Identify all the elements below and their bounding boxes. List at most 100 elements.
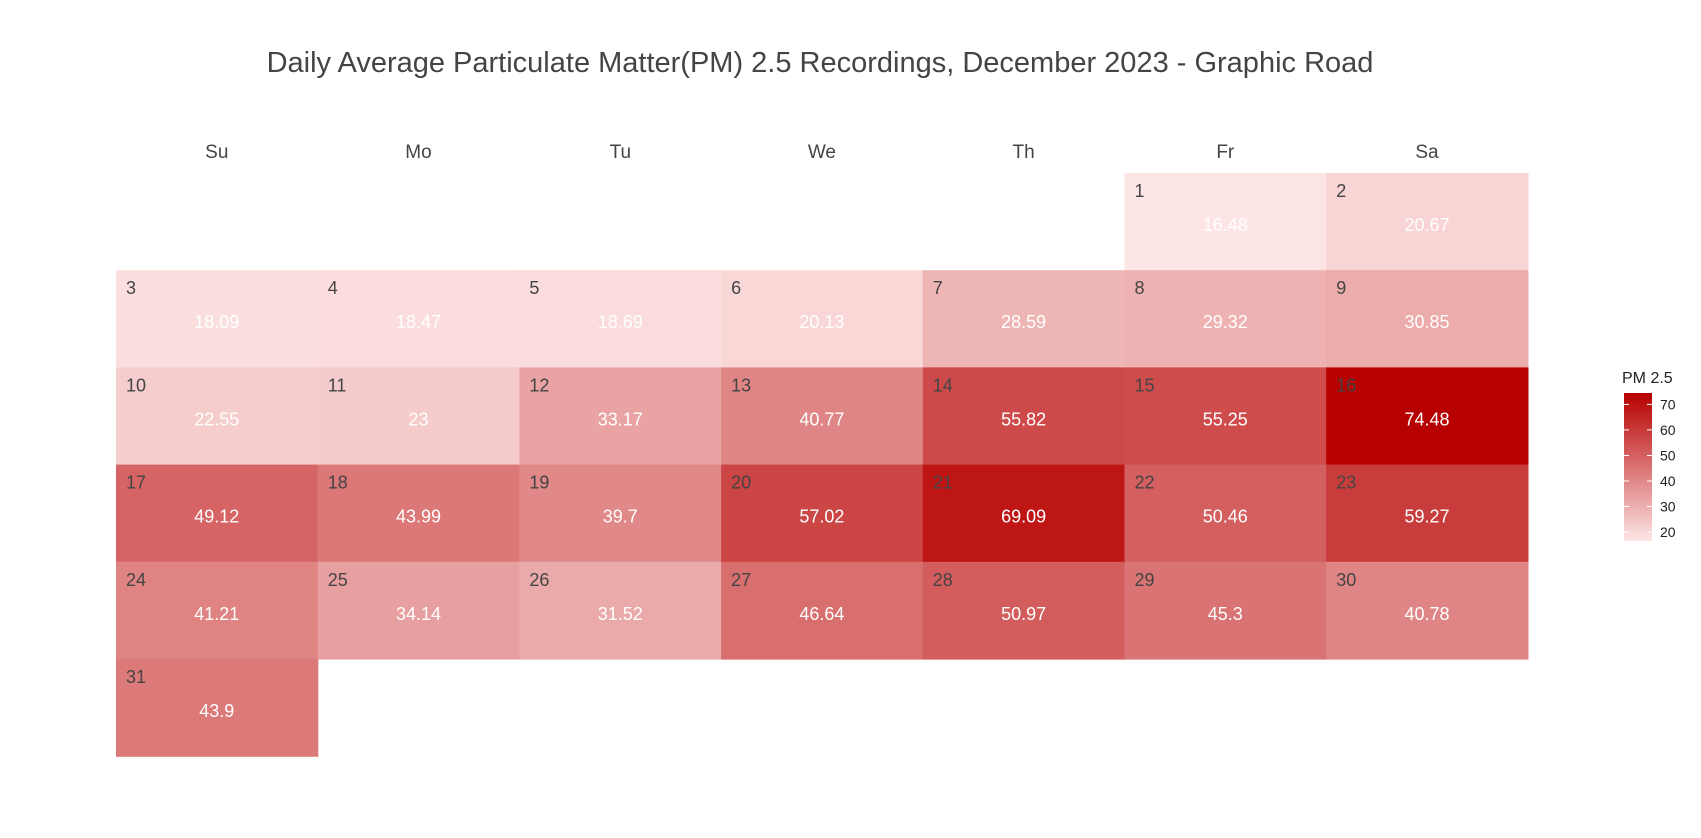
day-cell: 21 69.09 [922,464,1126,563]
day-cell-fill [1326,561,1529,660]
day-value-label: 43.99 [396,507,441,527]
day-cell: 16 74.48 [1326,367,1529,466]
day-cell: 12 33.17 [519,367,722,466]
day-cell-fill [1124,367,1327,466]
day-value-label: 69.09 [1001,507,1046,527]
weekday-label: Su [205,142,228,163]
day-cell-fill [1124,270,1327,368]
day-cell: 15 55.25 [1124,367,1327,466]
weekday-label: Tu [610,142,631,163]
day-cell-fill [116,659,319,757]
day-cell: 220.67 [1326,173,1529,271]
weekday-label: Fr [1216,142,1235,163]
day-cell: 10 22.55 [116,367,319,466]
day-number: 21 [933,473,953,493]
day-cell: 22 50.46 [1124,464,1327,563]
day-cell-fill [721,367,924,466]
day-cell: 829.32 [1124,270,1327,368]
day-value-label: 20.67 [1404,215,1449,235]
day-cell: 17 49.12 [116,464,319,563]
day-number: 29 [1135,570,1155,590]
day-value-label: 29.32 [1203,312,1248,332]
weekday-label: We [808,142,836,163]
day-cell-fill [721,464,924,563]
day-value-label: 22.55 [194,409,239,429]
day-cell: 27 46.64 [721,561,924,660]
day-cell: 318.09 [116,270,319,368]
day-value-label: 31.52 [598,604,643,624]
day-value-label: 50.46 [1203,507,1248,527]
day-value-label: 55.82 [1001,409,1046,429]
day-number: 22 [1135,473,1155,493]
day-number: 17 [126,473,146,493]
day-value-label: 41.21 [194,604,239,624]
day-cell: 29 45.3 [1124,561,1327,660]
day-cell-fill [317,270,520,368]
day-cell: 19 39.7 [519,464,722,563]
day-value-label: 39.7 [603,507,638,527]
day-cell-fill [922,464,1126,563]
day-number: 1 [1135,181,1145,201]
day-cell-fill [317,367,520,466]
legend-tick-label: 30 [1660,499,1676,515]
day-number: 26 [529,570,549,590]
day-cell: 11 23 [317,367,520,466]
calendar-cells: 116.48220.67318.09418.47518.69620.13728.… [116,173,1529,757]
day-number: 8 [1135,278,1145,298]
day-number: 30 [1336,570,1356,590]
legend-tick-label: 40 [1660,473,1676,489]
day-cell-fill [519,561,722,660]
day-value-label: 18.69 [598,312,643,332]
day-number: 31 [126,667,146,687]
day-value-label: 59.27 [1404,507,1449,527]
day-number: 13 [731,375,751,395]
day-cell-fill [519,270,722,368]
day-cell-fill [317,561,520,660]
day-number: 3 [126,278,136,298]
day-cell: 20 57.02 [721,464,924,563]
day-cell-fill [116,464,319,563]
day-cell: 24 41.21 [116,561,319,660]
day-cell: 26 31.52 [519,561,722,660]
day-number: 6 [731,278,741,298]
day-value-label: 40.77 [799,409,844,429]
day-cell-fill [1326,367,1529,466]
day-cell: 930.85 [1326,270,1529,368]
day-cell: 18 43.99 [317,464,520,563]
day-number: 4 [328,278,338,298]
day-value-label: 43.9 [199,701,234,721]
day-number: 23 [1336,473,1356,493]
day-value-label: 40.78 [1404,604,1449,624]
weekday-labels: Su Mo Tu We Th Fr Sa [205,142,1439,163]
day-number: 10 [126,375,146,395]
day-number: 15 [1135,375,1155,395]
legend-tick-label: 70 [1660,396,1676,412]
day-value-label: 28.59 [1001,312,1046,332]
day-number: 27 [731,570,751,590]
weekday-label: Sa [1415,142,1439,163]
day-cell-fill [1124,561,1327,660]
day-number: 19 [529,473,549,493]
day-number: 20 [731,473,751,493]
day-cell-fill [317,464,520,563]
day-cell-fill [1326,270,1529,368]
day-cell-fill [922,367,1126,466]
day-cell: 418.47 [317,270,520,368]
day-value-label: 30.85 [1404,312,1449,332]
day-cell-fill [116,367,319,466]
day-cell: 23 59.27 [1326,464,1529,563]
day-value-label: 18.09 [194,312,239,332]
day-value-label: 55.25 [1203,409,1248,429]
day-cell-fill [519,464,722,563]
day-cell-fill [922,270,1126,368]
day-number: 9 [1336,278,1346,298]
legend-tick-label: 20 [1660,524,1676,540]
day-cell: 14 55.82 [922,367,1126,466]
day-number: 14 [933,375,953,395]
day-value-label: 34.14 [396,604,441,624]
day-cell: 518.69 [519,270,722,368]
legend-title: PM 2.5 [1622,370,1673,387]
day-number: 11 [328,375,347,395]
day-cell: 13 40.77 [721,367,924,466]
